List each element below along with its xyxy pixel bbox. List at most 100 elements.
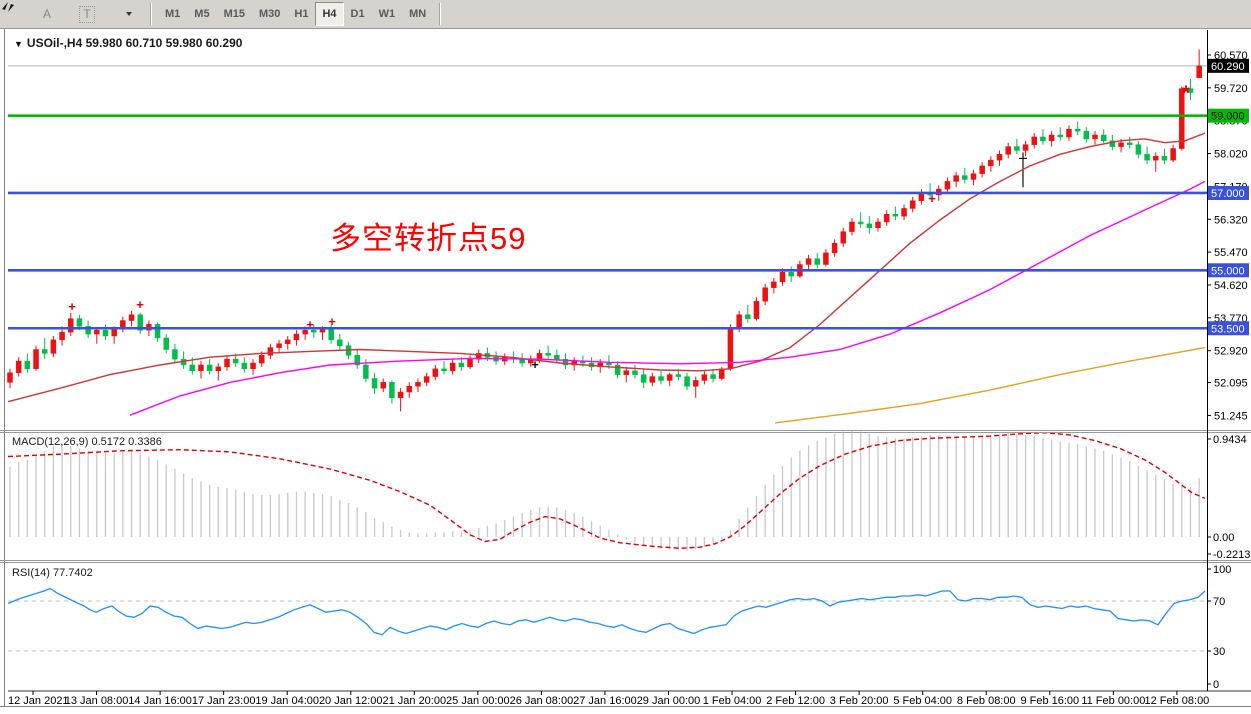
toolbar-separator	[439, 3, 442, 25]
candle	[1057, 134, 1064, 138]
candle	[953, 175, 959, 182]
candle	[996, 154, 1003, 161]
candle	[50, 339, 57, 354]
label-tool-button[interactable]: A	[42, 7, 51, 21]
candle	[1014, 146, 1020, 151]
time-tick-label: 27 Jan 16:00	[573, 695, 637, 707]
candle	[371, 378, 378, 389]
candle	[423, 376, 430, 383]
macd-tick-label: -0.2213	[1213, 549, 1250, 561]
candle	[632, 370, 638, 375]
time-tick-label: 26 Jan 08:00	[510, 695, 574, 707]
candle	[302, 329, 308, 335]
price-badge-label: 55.000	[1211, 265, 1245, 277]
candle	[710, 374, 716, 379]
candle	[1031, 136, 1037, 145]
time-tick-label: 19 Jan 04:00	[255, 695, 319, 707]
candle	[901, 208, 907, 217]
price-badge	[1208, 263, 1249, 278]
rsi-tick-label: 0	[1213, 679, 1219, 691]
candle	[614, 364, 621, 375]
candle	[745, 314, 751, 319]
timeframe-button-h4[interactable]: H4	[315, 2, 344, 26]
text-tool-button[interactable]: T	[75, 3, 99, 25]
price-tick-label: 58.020	[1214, 149, 1248, 161]
candle	[554, 355, 560, 360]
ma-fast-line	[7, 132, 1206, 403]
candle	[285, 339, 291, 344]
timeframe-button-mn[interactable]: MN	[409, 8, 427, 20]
macd-indicator-label: MACD(12,26,9) 0.5172 0.3386	[12, 436, 162, 448]
candle	[788, 271, 794, 277]
chart-title[interactable]: ▼ USOil-,H4 59.980 60.710 59.980 60.290	[14, 36, 242, 50]
ma-slow-line	[774, 346, 1206, 424]
candle	[458, 362, 465, 368]
timeframe-button-m5[interactable]: M5	[194, 8, 210, 20]
timeframe-button-m30[interactable]: M30	[258, 8, 281, 20]
chevron-down-icon	[126, 12, 132, 16]
arrows-tool-button[interactable]	[2, 2, 139, 25]
timeframe-button-d1[interactable]: D1	[350, 8, 365, 20]
candle	[389, 382, 395, 399]
timeframe-button-h1[interactable]: H1	[294, 8, 309, 20]
time-tick-label: 13 Jan 08:00	[65, 695, 129, 707]
price-tick-label: 51.245	[1214, 410, 1248, 422]
timeframe-button-m15[interactable]: M15	[223, 8, 245, 20]
black-cross-marker: +	[531, 357, 539, 372]
time-tick-label: 25 Jan 00:00	[446, 695, 510, 707]
candle	[154, 324, 161, 339]
candle	[805, 258, 812, 265]
time-tick-label: 11 Feb 00:00	[1081, 695, 1145, 707]
candle	[1126, 142, 1133, 145]
candle	[1040, 136, 1046, 142]
candle	[7, 372, 13, 383]
candle	[970, 173, 977, 180]
candle	[206, 364, 213, 372]
candle	[33, 349, 39, 370]
candle	[1092, 134, 1098, 140]
text-tool-label: T	[79, 5, 95, 23]
candle	[692, 380, 699, 387]
rsi-indicator-label: RSI(14) 77.7402	[12, 567, 93, 579]
time-tick-label: 14 Jan 16:00	[128, 695, 192, 707]
candle	[701, 374, 708, 381]
price-badge	[1208, 185, 1249, 200]
macd-tick-label: 0.00	[1213, 532, 1234, 544]
sell-plus-marker: +	[928, 191, 936, 206]
candle	[649, 376, 656, 383]
candle	[311, 329, 317, 333]
candle	[397, 391, 404, 399]
candle	[840, 231, 847, 244]
candle	[988, 159, 994, 167]
candle	[719, 368, 725, 379]
timeframe-button-w1[interactable]: W1	[378, 8, 396, 20]
candle	[467, 358, 473, 368]
candle	[85, 326, 91, 335]
chart-text-annotation[interactable]: 多空转折点59	[330, 221, 527, 256]
candle	[24, 360, 31, 370]
candle	[1005, 146, 1011, 155]
candle	[94, 329, 100, 335]
timeframe-button-m1[interactable]: M1	[165, 8, 181, 20]
candle	[1196, 65, 1202, 79]
candle	[198, 364, 204, 372]
candle	[354, 355, 360, 366]
candle	[831, 242, 838, 254]
candle	[293, 333, 300, 341]
time-tick-label: 29 Jan 00:00	[637, 695, 701, 707]
candle	[753, 300, 760, 319]
candle	[258, 355, 265, 364]
collapse-triangle-icon[interactable]: ▼	[14, 39, 23, 49]
candle	[1118, 142, 1124, 147]
time-tick-label: 17 Jan 23:00	[192, 695, 256, 707]
price-badge-label: 57.000	[1211, 188, 1245, 200]
price-badge-label: 53.500	[1211, 323, 1245, 335]
macd-tick-label: 0.9434	[1213, 434, 1247, 446]
sell-plus-marker: +	[68, 299, 76, 314]
price-badge	[1208, 58, 1249, 73]
candle	[909, 200, 916, 209]
rsi-line	[7, 587, 1206, 636]
time-tick-label: 12 Jan 2021	[8, 695, 69, 707]
toolbar-separator	[150, 3, 152, 25]
